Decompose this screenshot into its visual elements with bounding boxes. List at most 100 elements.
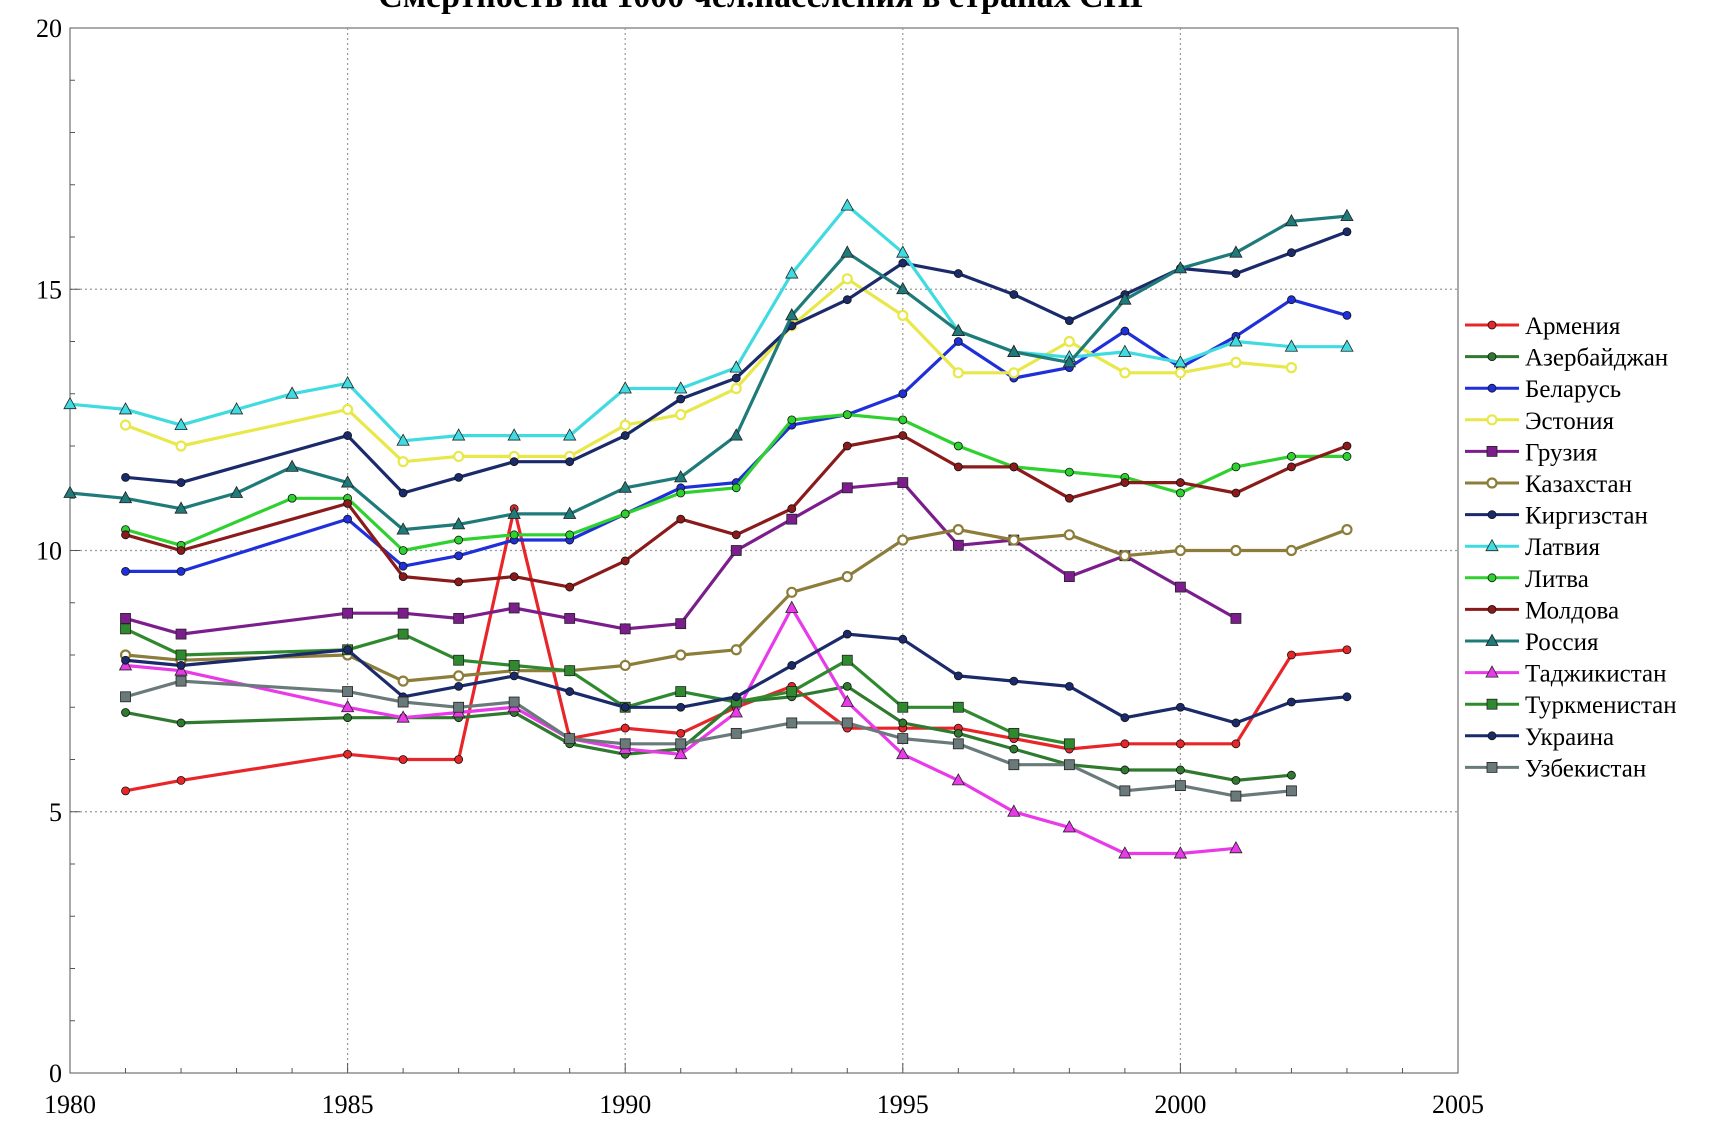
legend-swatch-marker: [1487, 510, 1497, 519]
legend-swatch-marker: [1487, 605, 1497, 614]
x-tick-label: 1980: [44, 1090, 96, 1119]
data-point: [1173, 261, 1188, 274]
data-point: [454, 681, 464, 691]
data-point: [675, 618, 687, 630]
data-point: [953, 728, 963, 738]
data-point: [1176, 702, 1185, 712]
data-point: [1284, 339, 1299, 352]
data-point: [453, 654, 465, 666]
legend-entry-label: Армения: [1525, 313, 1621, 340]
data-point: [121, 567, 130, 576]
legend-entry-label: Молдова: [1525, 597, 1619, 624]
data-point: [342, 403, 354, 416]
data-point: [842, 410, 852, 420]
data-point: [952, 701, 964, 713]
data-point: [1231, 776, 1241, 785]
data-point: [397, 696, 409, 708]
data-point: [1120, 765, 1130, 775]
data-point: [953, 337, 963, 346]
data-point: [1175, 581, 1186, 593]
data-point: [119, 419, 132, 431]
data-point: [841, 654, 853, 666]
data-point: [731, 373, 741, 383]
legend-swatch-marker: [1486, 445, 1498, 457]
data-point: [951, 773, 965, 786]
data-point: [229, 485, 244, 498]
data-point: [1119, 367, 1131, 379]
data-point: [897, 534, 909, 546]
data-point: [896, 245, 910, 258]
data-point: [120, 691, 131, 703]
data-point: [1231, 462, 1241, 472]
legend-entry-label: Узбекистан: [1525, 755, 1646, 782]
data-point: [398, 546, 408, 555]
data-point: [618, 480, 632, 493]
legend-swatch-marker: [1487, 573, 1497, 583]
data-point: [121, 472, 130, 482]
data-point: [620, 509, 630, 519]
data-point: [1342, 310, 1352, 320]
data-point: [897, 733, 909, 744]
data-point: [620, 556, 630, 566]
data-point: [1286, 785, 1297, 797]
data-point: [620, 723, 630, 733]
data-point: [1119, 785, 1131, 797]
data-point: [508, 602, 520, 614]
data-point: [1342, 692, 1352, 702]
data-point: [786, 513, 798, 525]
series-line-9: [123, 413, 1349, 553]
data-point: [841, 482, 853, 494]
data-point: [565, 530, 575, 540]
data-point: [841, 717, 853, 729]
data-point: [1287, 452, 1296, 461]
data-point: [1342, 227, 1352, 237]
data-point: [509, 572, 519, 582]
data-point: [176, 661, 186, 670]
data-point: [396, 522, 410, 535]
data-point: [285, 459, 299, 472]
data-point: [454, 551, 464, 561]
data-point: [453, 613, 465, 624]
data-point: [674, 470, 688, 483]
data-point: [675, 409, 687, 421]
data-point: [397, 628, 409, 640]
legend-swatch-marker: [1486, 762, 1498, 773]
data-point: [509, 530, 519, 540]
data-point: [898, 389, 908, 399]
legend-swatch-marker: [1487, 731, 1497, 741]
series-line-15: [123, 679, 1294, 798]
legend-swatch-marker: [1486, 414, 1498, 426]
data-point: [396, 433, 410, 446]
data-point: [1063, 529, 1075, 541]
data-point: [787, 504, 797, 514]
data-point: [63, 396, 77, 410]
data-point: [118, 490, 133, 504]
y-tick-label: 20: [36, 14, 62, 43]
data-point: [842, 681, 852, 691]
data-point: [953, 671, 963, 681]
data-point: [1175, 780, 1186, 792]
data-point: [1284, 213, 1299, 227]
data-point: [1230, 544, 1242, 557]
data-point: [508, 696, 520, 708]
data-point: [840, 694, 854, 707]
data-point: [729, 360, 743, 373]
legend-swatch-marker: [1485, 538, 1499, 552]
data-point: [174, 417, 188, 431]
data-point: [731, 483, 741, 493]
legend-entry-label: Эстония: [1525, 408, 1614, 435]
data-point: [1176, 739, 1185, 749]
data-point: [343, 645, 353, 655]
data-point: [1342, 441, 1352, 451]
data-point: [618, 381, 632, 394]
legend-swatch-marker: [1487, 352, 1497, 362]
x-tick-label: 2005: [1432, 1090, 1484, 1119]
data-point: [676, 394, 686, 404]
data-point: [676, 488, 686, 498]
data-point: [841, 273, 853, 285]
data-point: [509, 671, 519, 681]
data-point: [343, 499, 353, 508]
data-point: [121, 708, 130, 717]
